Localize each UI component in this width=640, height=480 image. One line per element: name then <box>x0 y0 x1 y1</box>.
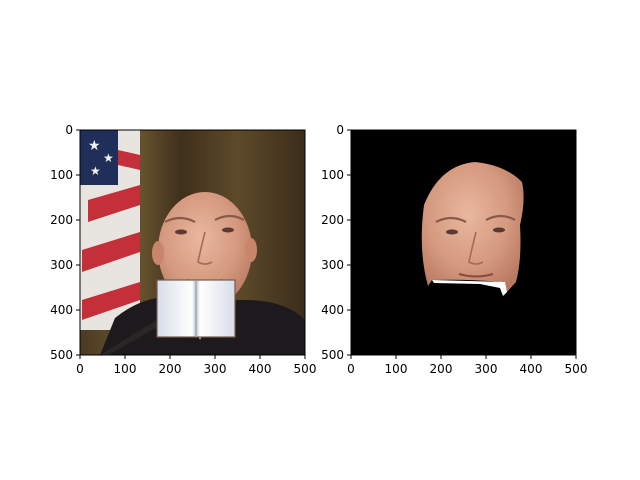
left-y-tick-label: 500 <box>50 348 73 362</box>
book-occluder <box>156 279 236 338</box>
left-x-tick-label: 300 <box>204 362 227 376</box>
left-axes-frame <box>79 129 306 356</box>
left-y-tick-label: 400 <box>50 303 73 317</box>
left-x-axis: 0 100 200 300 400 500 <box>76 355 316 376</box>
right-y-tick-label: 200 <box>321 213 344 227</box>
left-y-tick-label: 0 <box>65 123 73 137</box>
left-photo: ★ ★ ★ <box>80 130 305 355</box>
svg-text:★: ★ <box>88 138 101 154</box>
right-x-tick-label: 100 <box>385 362 408 376</box>
right-y-tick-label: 400 <box>321 303 344 317</box>
left-x-tick-label: 0 <box>76 362 84 376</box>
right-x-tick-label: 500 <box>565 362 588 376</box>
flag-illustration: ★ ★ ★ <box>80 130 140 330</box>
svg-text:★: ★ <box>90 164 101 178</box>
right-x-tick-label: 400 <box>520 362 543 376</box>
left-y-axis: 0 100 200 300 400 500 <box>50 123 80 362</box>
right-x-axis: 0 100 200 300 400 500 <box>347 355 587 376</box>
left-x-tick-label: 500 <box>294 362 317 376</box>
left-y-tick-label: 200 <box>50 213 73 227</box>
svg-text:★: ★ <box>103 151 114 165</box>
right-x-tick-label: 300 <box>475 362 498 376</box>
right-image-panel: 0 100 200 300 400 500 0 100 200 300 400 500 <box>321 123 587 376</box>
right-x-tick-label: 0 <box>347 362 355 376</box>
right-x-tick-label: 200 <box>430 362 453 376</box>
microphone-illustration <box>100 318 165 355</box>
right-axes-frame <box>350 129 577 356</box>
segmented-face <box>421 162 524 296</box>
right-y-tick-label: 100 <box>321 168 344 182</box>
left-x-tick-label: 400 <box>249 362 272 376</box>
right-mask-image <box>351 130 576 355</box>
left-y-tick-label: 100 <box>50 168 73 182</box>
right-y-tick-label: 300 <box>321 258 344 272</box>
left-x-tick-label: 100 <box>114 362 137 376</box>
right-y-axis: 0 100 200 300 400 500 <box>321 123 351 362</box>
right-y-tick-label: 0 <box>336 123 344 137</box>
right-y-tick-label: 500 <box>321 348 344 362</box>
left-image-panel: ★ ★ ★ <box>50 123 316 376</box>
left-x-tick-label: 200 <box>159 362 182 376</box>
left-y-tick-label: 300 <box>50 258 73 272</box>
